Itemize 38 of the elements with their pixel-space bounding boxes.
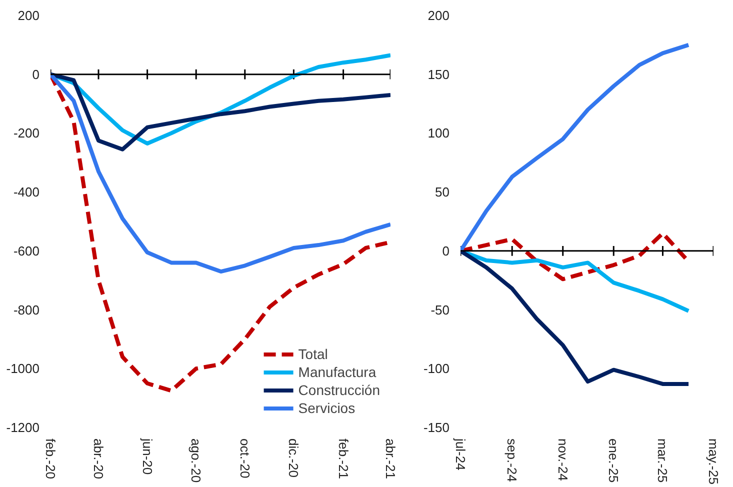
y-tick-label: -800 — [13, 302, 40, 318]
x-tick-label: jul-24 — [453, 438, 468, 470]
y-tick-label: 100 — [428, 126, 450, 141]
x-tick-label: ago.-20 — [188, 438, 204, 483]
y-tick-label: 200 — [428, 8, 450, 23]
line-series — [460, 248, 691, 386]
x-tick-label: nov.-24 — [555, 438, 570, 481]
x-tick-label: ene.-25 — [606, 438, 622, 483]
y-tick-label: 150 — [428, 66, 450, 82]
line-series — [50, 72, 390, 152]
y-tick-label: -400 — [13, 184, 40, 200]
y-tick-label: 200 — [18, 8, 40, 23]
legend-label: Total — [298, 345, 328, 363]
x-tick-label: jun-20 — [140, 438, 155, 475]
x-tick-label: mar.-25 — [655, 438, 670, 483]
line-series — [50, 72, 390, 274]
x-tick-label: feb.-21 — [336, 438, 351, 479]
x-tick-label: feb.-20 — [43, 438, 58, 479]
y-tick-label: -1000 — [6, 361, 40, 376]
line-series — [460, 42, 691, 253]
legend-label: Construcción — [298, 381, 380, 399]
x-tick-label: may.-25 — [706, 438, 721, 484]
y-tick-label: -1200 — [6, 420, 40, 435]
y-tick-label: 50 — [435, 184, 450, 200]
y-tick-label: -600 — [13, 243, 40, 258]
y-tick-label: 0 — [442, 243, 450, 258]
x-tick-label: oct.-20 — [237, 438, 252, 478]
y-tick-label: -50 — [430, 302, 450, 318]
legend-label: Manufactura — [298, 363, 376, 381]
y-tick-label: -100 — [423, 361, 450, 376]
x-tick-label: abr.-20 — [91, 438, 106, 479]
y-tick-label: -150 — [423, 420, 450, 435]
y-tick-label: 0 — [32, 66, 40, 82]
x-tick-label: sep.-24 — [504, 438, 520, 482]
y-tick-label: -200 — [13, 126, 40, 141]
x-tick-label: abr.-21 — [383, 438, 398, 479]
legend-label: Servicios — [298, 399, 356, 417]
x-tick-label: dic.-20 — [286, 438, 302, 478]
